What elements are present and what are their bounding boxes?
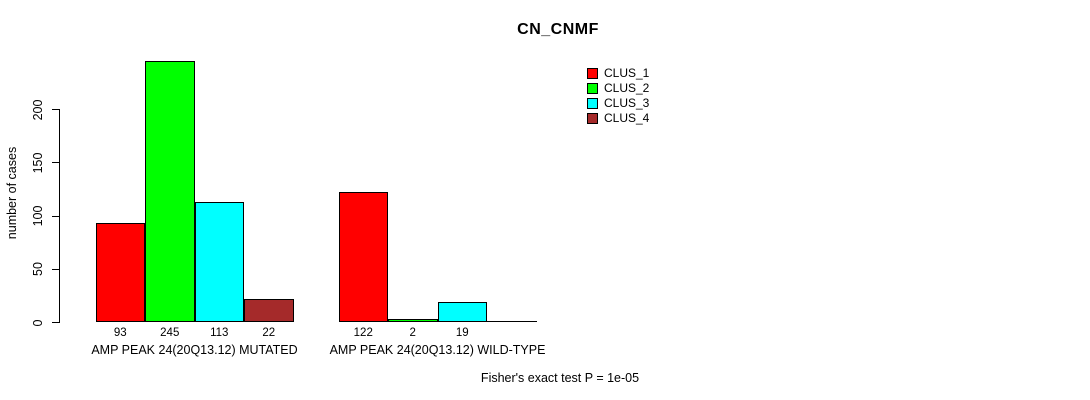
legend-label: CLUS_2: [604, 81, 650, 95]
category-label: AMP PEAK 24(20Q13.12) WILD-TYPE: [329, 342, 546, 357]
bar-value-label: 122: [353, 326, 373, 339]
bar: [145, 61, 195, 322]
stat-annotation: Fisher's exact test P = 1e-05: [480, 371, 640, 385]
legend-label: CLUS_1: [604, 66, 650, 80]
bar: [437, 301, 487, 322]
legend-item-clus-2: CLUS_2: [587, 81, 649, 96]
y-axis-line: [59, 109, 60, 323]
legend-label: CLUS_4: [604, 111, 650, 125]
bar-value-label: 22: [262, 326, 276, 339]
y-tick: [52, 109, 59, 110]
bar: [194, 201, 244, 322]
bar: [338, 192, 388, 322]
chart-title: CN_CNMF: [517, 21, 599, 38]
legend-swatch-clus-3: [587, 98, 598, 109]
legend-item-clus-3: CLUS_3: [587, 96, 649, 111]
y-tick-label: 150: [31, 152, 45, 174]
bar-value-label: 113: [210, 326, 229, 339]
bar-value-label: 2: [409, 326, 416, 339]
legend-label: CLUS_3: [604, 96, 650, 110]
bar-zero-line: [487, 321, 537, 322]
bar-value-label: 19: [455, 326, 469, 339]
legend-swatch-clus-2: [587, 83, 598, 94]
bar-value-label: 245: [160, 326, 180, 339]
legend-swatch-clus-1: [587, 68, 598, 79]
y-tick: [52, 215, 59, 217]
legend-swatch-clus-4: [587, 113, 598, 124]
bar: [388, 319, 438, 322]
legend-item-clus-1: CLUS_1: [587, 66, 649, 81]
y-tick-label: 50: [31, 262, 45, 277]
bar: [244, 298, 294, 322]
bar-value-label: 93: [113, 326, 127, 339]
legend: CLUS_1 CLUS_2 CLUS_3 CLUS_4: [587, 66, 649, 126]
legend-item-clus-4: CLUS_4: [587, 111, 649, 126]
y-tick: [52, 322, 59, 323]
y-tick-label: 200: [31, 99, 45, 120]
bar: [95, 222, 145, 322]
category-label: AMP PEAK 24(20Q13.12) MUTATED: [91, 342, 298, 357]
y-tick-label: 100: [31, 205, 45, 227]
y-tick-label: 0: [31, 319, 45, 326]
y-tick: [52, 268, 59, 270]
y-tick: [52, 162, 59, 164]
